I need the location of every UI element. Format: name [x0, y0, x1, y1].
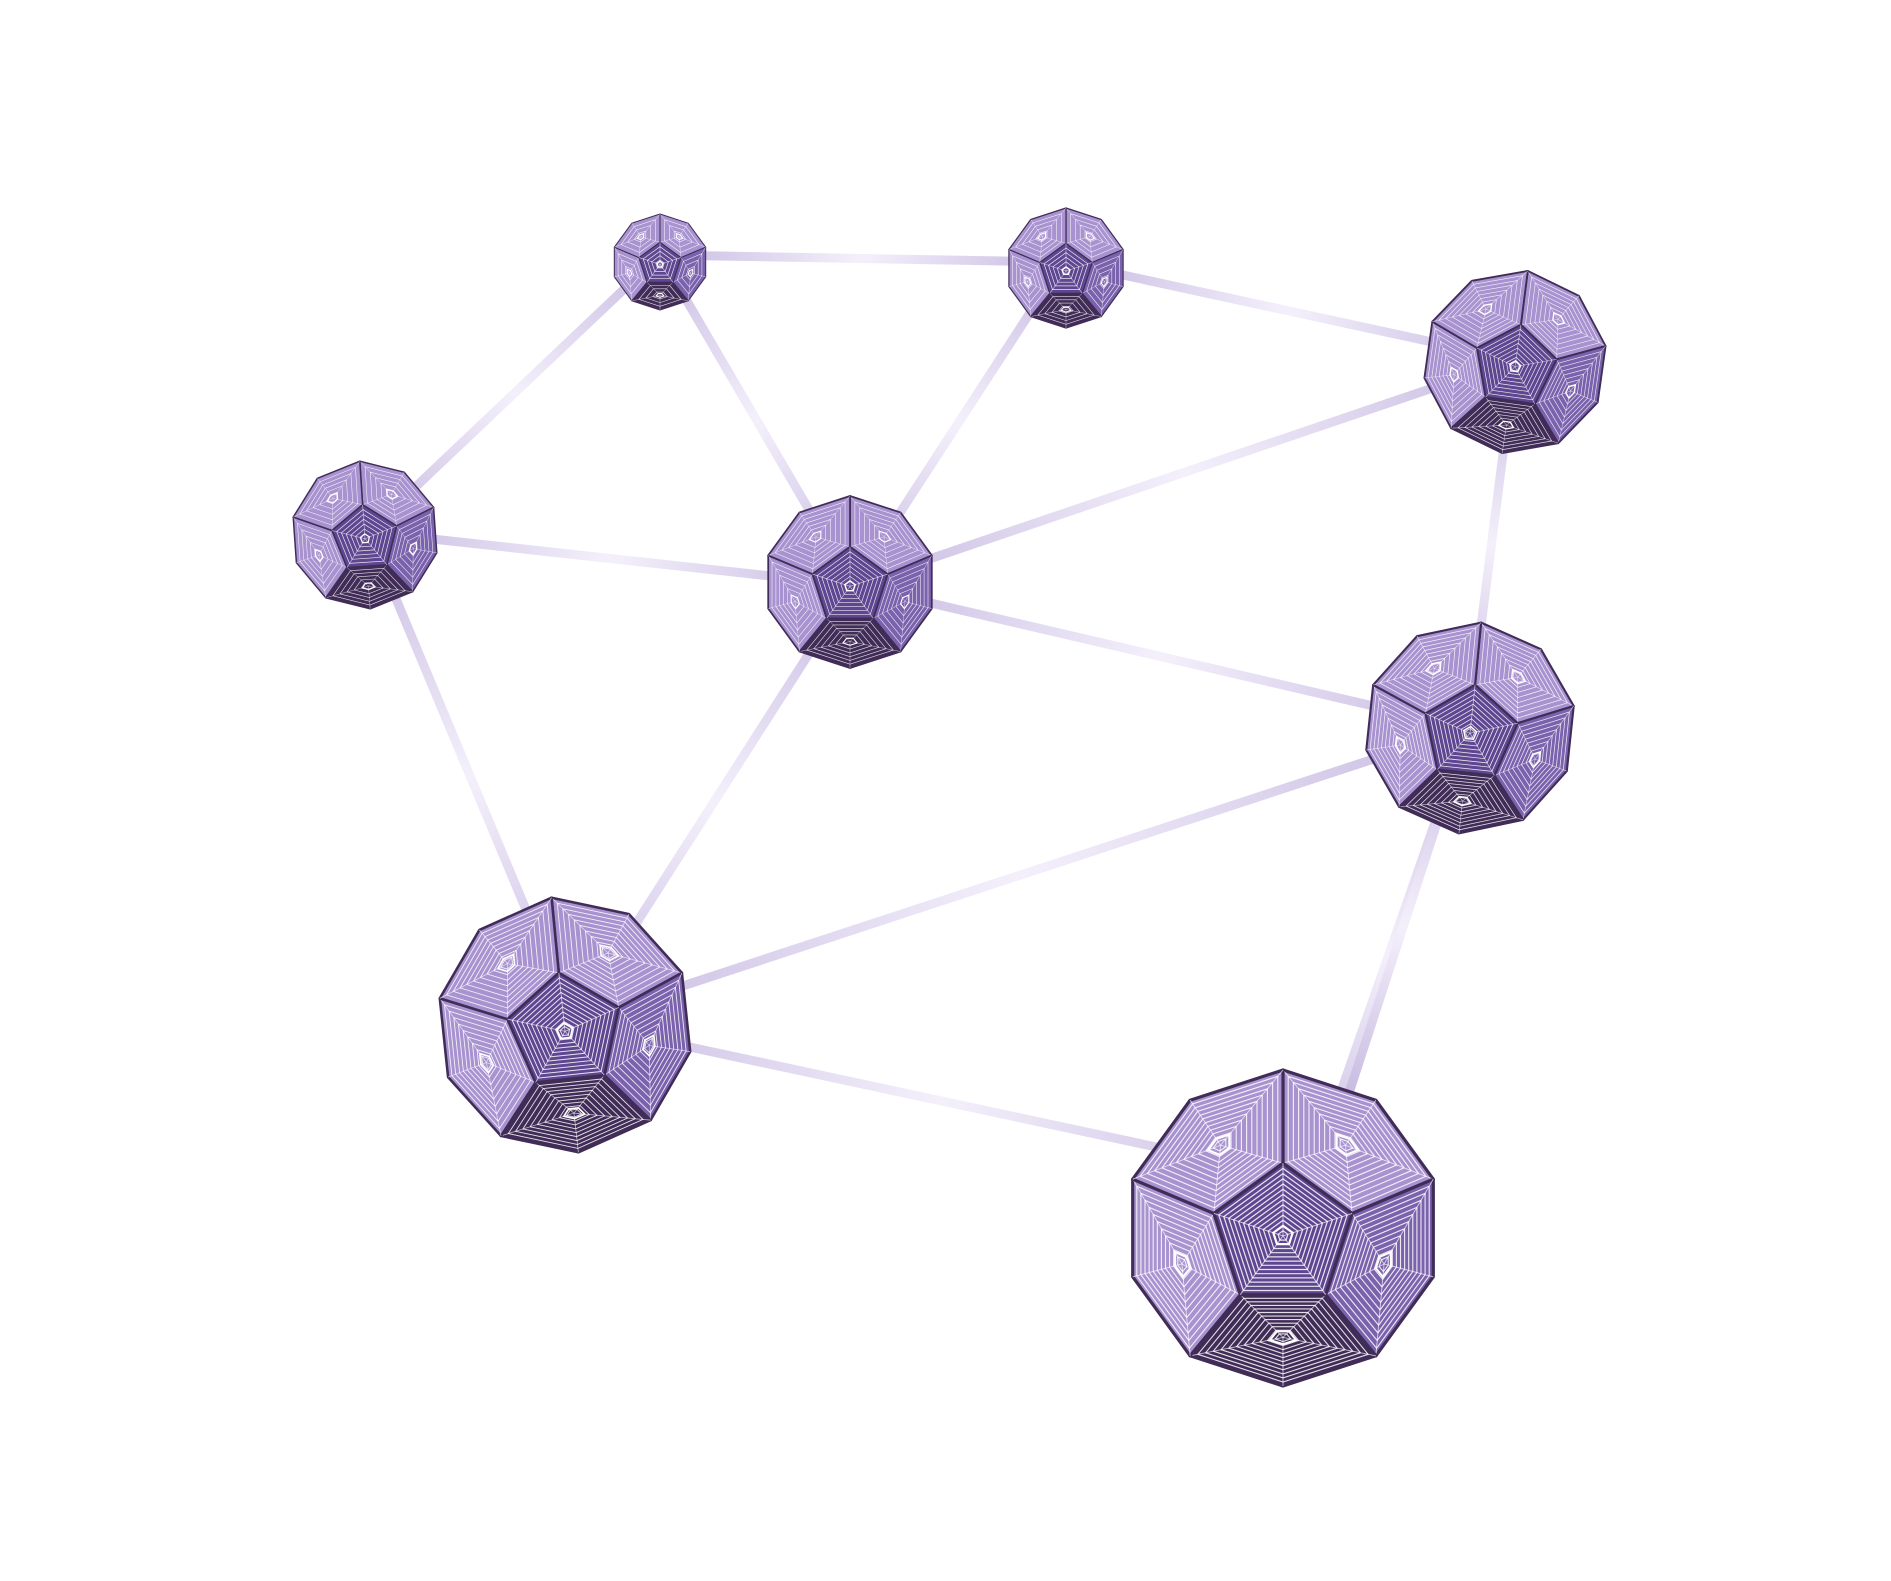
node-face [1493, 704, 1575, 821]
node-face [292, 516, 348, 599]
node-n5 [767, 495, 933, 669]
node-center-face [1424, 683, 1519, 777]
node-face [1398, 768, 1525, 835]
edge-n3-n5 [848, 355, 1520, 590]
node-face [1324, 1177, 1435, 1358]
node-center-face [811, 545, 889, 620]
edge-n1-n4 [363, 250, 665, 537]
node-face [1188, 1293, 1378, 1388]
node-n7 [438, 896, 692, 1154]
node-face [1281, 1068, 1435, 1215]
node-face [550, 896, 684, 1009]
node-face [1450, 396, 1560, 455]
node-n2 [1008, 207, 1124, 329]
node-center-face [638, 241, 682, 283]
node-n1 [613, 213, 707, 311]
node-face [1365, 683, 1439, 808]
node-center-face [1475, 323, 1558, 406]
node-face [386, 506, 438, 593]
node-face [767, 554, 828, 653]
edge-n6-n7 [568, 723, 1473, 1027]
edge-n5-n6 [848, 580, 1473, 733]
node-face [1008, 207, 1067, 264]
node-n8 [1131, 1068, 1435, 1388]
node-face [1030, 292, 1102, 329]
node-face [1008, 248, 1051, 318]
node-face [292, 460, 364, 532]
node-face [1081, 248, 1124, 318]
nodes-layer [292, 207, 1607, 1388]
node-n4 [292, 460, 438, 610]
node-face [798, 617, 902, 669]
node-center-face [505, 971, 621, 1084]
node-center-face [331, 503, 398, 569]
node-face [767, 495, 851, 575]
node-n3 [1423, 269, 1607, 455]
node-center-face [1212, 1161, 1354, 1297]
node-face [872, 554, 933, 653]
node-face [1431, 269, 1529, 349]
node-center-face [1039, 242, 1093, 294]
node-n6 [1365, 621, 1575, 835]
node-face [325, 564, 414, 610]
node-face [1131, 1068, 1285, 1215]
node-face [849, 495, 933, 575]
edge-n1-n2 [655, 250, 1068, 267]
